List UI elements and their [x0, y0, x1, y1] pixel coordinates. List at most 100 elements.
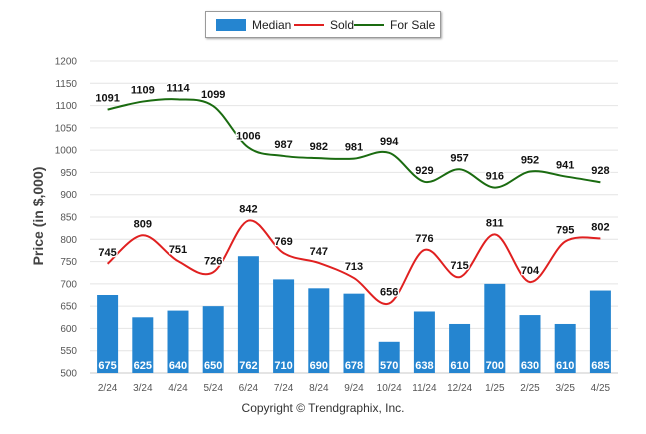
median-bar-label: 678	[345, 360, 363, 372]
sold-data-label: 745	[98, 247, 116, 259]
sold-data-label: 769	[274, 236, 292, 248]
y-tick-label: 1100	[55, 101, 77, 112]
x-tick-label: 11/24	[412, 383, 437, 394]
x-tick-label: 4/25	[591, 383, 611, 394]
sold-data-label: 809	[134, 218, 152, 230]
x-tick-label: 5/24	[203, 383, 223, 394]
y-tick-label: 1050	[55, 123, 78, 134]
median-bar-label: 675	[98, 360, 116, 372]
x-tick-label: 2/25	[520, 383, 540, 394]
median-bar-label: 685	[591, 360, 609, 372]
median-bar	[519, 315, 541, 373]
x-tick-label: 9/24	[344, 383, 364, 394]
median-bar	[343, 293, 365, 373]
for-sale-data-label: 1109	[131, 85, 155, 97]
y-axis-ticks: 500 550 600 650 700 750 800 850 900 950 1000 1050 11…	[55, 57, 78, 380]
sold-data-label: 704	[521, 265, 540, 277]
sold-data-label: 842	[239, 204, 257, 216]
for-sale-data-label: 928	[591, 165, 609, 177]
x-tick-label: 12/24	[447, 383, 472, 394]
y-tick-label: 1200	[55, 57, 78, 68]
legend: Median Sold For Sale	[205, 11, 441, 38]
sold-data-label: 747	[310, 246, 328, 258]
median-bar	[484, 283, 506, 373]
median-bar	[554, 323, 576, 373]
for-sale-data-label: 957	[450, 152, 468, 164]
legend-swatch-for-sale	[354, 23, 384, 26]
for-sale-data-label: 987	[274, 139, 292, 151]
x-tick-label: 4/24	[168, 383, 188, 394]
y-tick-label: 900	[60, 190, 77, 201]
median-bar	[132, 317, 154, 373]
y-tick-label: 800	[60, 235, 77, 246]
median-bar	[589, 290, 611, 373]
x-tick-label: 2/24	[98, 383, 118, 394]
copyright-footer: Copyright © Trendgraphix, Inc.	[241, 401, 405, 415]
median-bar	[273, 279, 295, 373]
legend-swatch-median	[216, 18, 246, 31]
sold-data-label: 776	[415, 233, 433, 245]
y-tick-label: 950	[60, 168, 77, 179]
median-bar	[378, 341, 400, 373]
legend-item-for-sale[interactable]: For Sale	[354, 12, 435, 37]
median-bar	[237, 256, 259, 373]
median-bar-label: 638	[415, 360, 433, 372]
median-bar-label: 640	[169, 360, 187, 372]
sold-data-label: 751	[169, 244, 187, 256]
y-tick-label: 550	[60, 346, 77, 357]
y-tick-label: 600	[60, 324, 77, 335]
for-sale-data-label: 929	[415, 165, 433, 177]
x-tick-label: 8/24	[309, 383, 329, 394]
x-tick-label: 3/24	[133, 383, 153, 394]
median-bar	[202, 306, 224, 373]
y-tick-label: 1000	[55, 146, 78, 157]
x-tick-label: 10/24	[377, 383, 402, 394]
legend-swatch-sold	[294, 23, 324, 26]
sold-data-label: 811	[486, 217, 504, 229]
median-bar	[449, 323, 471, 373]
sold-data-label: 802	[591, 221, 609, 233]
for-sale-data-label: 1091	[95, 93, 119, 105]
median-bar-label: 650	[204, 360, 222, 372]
sold-line	[106, 219, 601, 305]
legend-label-sold: Sold	[330, 17, 355, 32]
median-bar	[308, 288, 330, 373]
y-tick-label: 650	[60, 302, 77, 313]
sold-data-label: 795	[556, 225, 574, 237]
series-lines	[106, 98, 601, 305]
median-bar	[97, 295, 119, 373]
x-tick-label: 1/25	[485, 383, 505, 394]
line-labels: 745 809 751 726 842 769 747 713 656 776 715 811 704 7…	[94, 81, 611, 300]
sold-data-label: 715	[450, 260, 468, 272]
x-tick-label: 7/24	[274, 383, 294, 394]
median-bar-label: 625	[134, 360, 152, 372]
median-bar-label: 610	[450, 360, 468, 372]
y-axis-label: Price (in $,000)	[30, 166, 46, 266]
legend-item-median[interactable]: Median	[216, 12, 291, 37]
median-bar-label: 690	[310, 360, 328, 372]
sold-data-label: 726	[204, 255, 222, 267]
sold-data-label: 713	[345, 261, 363, 273]
for-sale-data-label: 994	[380, 136, 399, 148]
median-bar-label: 570	[380, 360, 398, 372]
median-bar-label: 610	[556, 360, 574, 372]
median-bars	[97, 256, 611, 373]
for-sale-data-label: 916	[486, 171, 504, 183]
for-sale-data-label: 981	[345, 142, 363, 154]
y-tick-label: 700	[60, 279, 77, 290]
x-tick-label: 3/25	[555, 383, 575, 394]
for-sale-data-label: 1114	[166, 82, 190, 94]
median-bar-labels: 675 625 640 650 762 710 690 678 570 638 610 700 630 6…	[98, 360, 609, 372]
median-bar-label: 710	[274, 360, 292, 372]
for-sale-data-label: 1099	[201, 89, 225, 101]
sold-data-label: 656	[380, 286, 398, 298]
median-bar	[167, 310, 189, 373]
median-bar-label: 700	[486, 360, 504, 372]
legend-item-sold[interactable]: Sold	[294, 12, 354, 37]
median-bar-label: 762	[239, 360, 257, 372]
for-sale-data-label: 1006	[236, 130, 260, 142]
y-tick-label: 750	[60, 257, 77, 268]
for-sale-data-label: 982	[310, 141, 328, 153]
legend-label-for-sale: For Sale	[390, 17, 436, 32]
